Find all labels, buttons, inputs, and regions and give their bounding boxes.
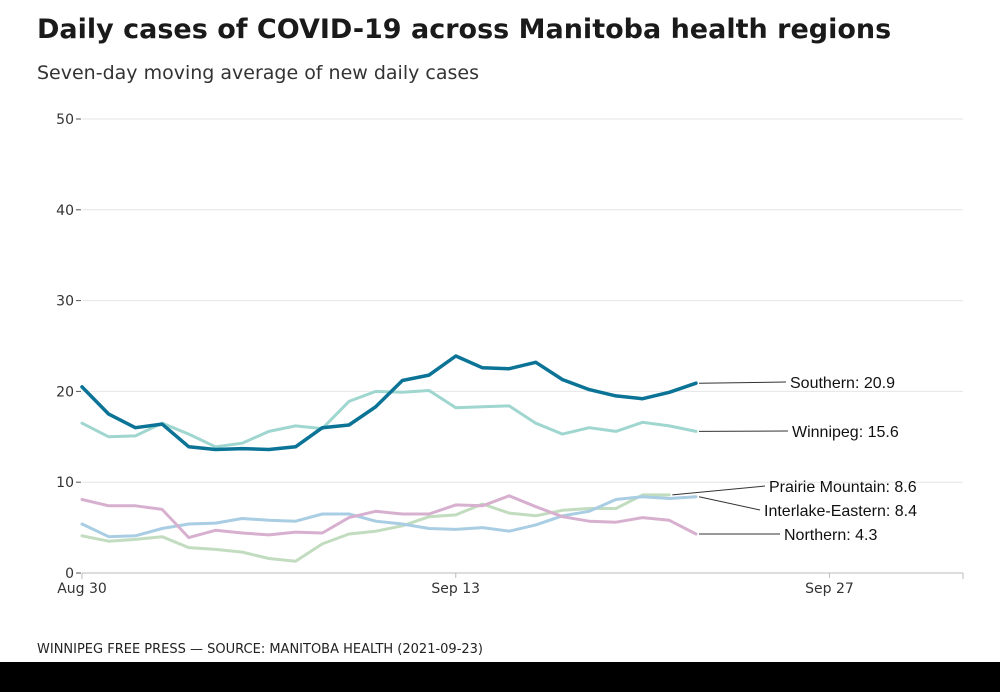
line-chart: 0 10 20 30 40 50 Aug 30 Sep 13 Sep 27 Southern: … <box>56 112 964 597</box>
series-label: Interlake-Eastern: 8.4 <box>764 503 917 520</box>
bottom-bar <box>0 662 1000 692</box>
series-line-prairie-mountain <box>80 493 671 563</box>
x-tick-label: Sep 13 <box>431 581 480 597</box>
y-tick-label: 10 <box>56 475 74 491</box>
leader-line <box>672 485 766 496</box>
leader-line <box>698 496 761 511</box>
x-tick-label: Sep 27 <box>805 581 854 597</box>
series-label: Winnipeg: 15.6 <box>792 424 899 441</box>
series-label: Southern: 20.9 <box>790 375 895 392</box>
series-line-northern <box>80 494 698 540</box>
y-tick-label: 40 <box>56 203 74 219</box>
source-credit: WINNIPEG FREE PRESS — SOURCE: MANITOBA H… <box>37 642 484 657</box>
y-tick-label: 20 <box>56 384 74 400</box>
x-tick-label: Aug 30 <box>57 581 107 597</box>
y-tick-label: 0 <box>65 566 74 582</box>
chart-title: Daily cases of COVID-19 across Manitoba … <box>37 14 892 45</box>
leader-line <box>699 381 787 384</box>
chart-subtitle: Seven-day moving average of new daily ca… <box>37 62 479 84</box>
series-line-interlake-eastern <box>80 495 698 539</box>
series-label: Prairie Mountain: 8.6 <box>769 479 917 496</box>
axes: 0 10 20 30 40 50 Aug 30 Sep 13 Sep 27 <box>56 112 964 597</box>
y-tick-label: 30 <box>56 294 74 310</box>
series-label: Northern: 4.3 <box>784 527 877 544</box>
y-tick-label: 50 <box>56 112 74 128</box>
series-labels: Southern: 20.9 Winnipeg: 15.6 Prairie Moun… <box>672 375 917 544</box>
series-line-southern <box>80 354 698 452</box>
series-lines <box>80 354 698 563</box>
series-line-winnipeg <box>80 389 698 449</box>
gridlines <box>82 118 963 483</box>
